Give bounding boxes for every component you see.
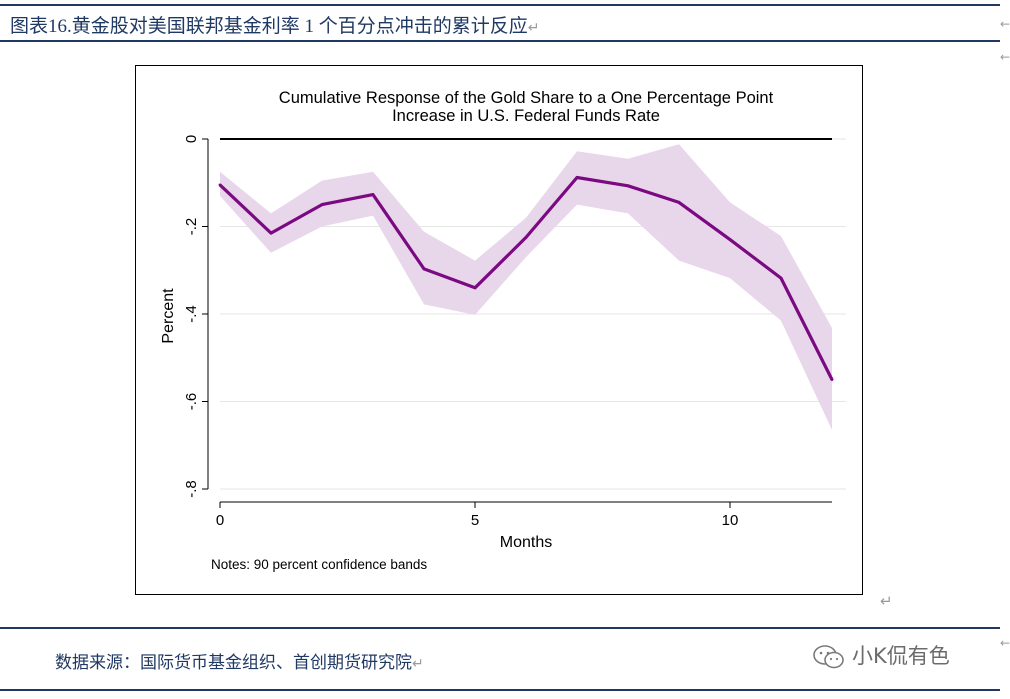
wechat-icon xyxy=(813,645,844,669)
y-tick-label: 0 xyxy=(183,135,200,143)
data-point-month-1 xyxy=(269,231,273,235)
data-point-month-6 xyxy=(524,236,528,239)
data-point-month-9 xyxy=(677,201,681,204)
data-point-month-11 xyxy=(779,276,783,280)
chart-svg: Cumulative Response of the Gold Share to… xyxy=(160,89,846,572)
chart-title-line-2: Increase in U.S. Federal Funds Rate xyxy=(392,107,660,125)
y-tick-label: -.8 xyxy=(183,480,200,498)
response-line-layer xyxy=(218,175,834,382)
data-point-month-2 xyxy=(320,203,324,207)
y-tick-label: -.2 xyxy=(183,218,200,236)
data-point-month-7 xyxy=(575,176,579,179)
watermark-text: 小K侃有色 xyxy=(852,644,950,668)
y-ticks: 0 -.2 -.4 -.6 -.8 xyxy=(183,135,208,498)
data-point-month-5 xyxy=(473,286,477,290)
x-tick-label: 0 xyxy=(216,512,224,529)
edge-arrow-icon: ← xyxy=(1000,17,1010,31)
data-point-month-8 xyxy=(626,184,630,188)
data-source-text: 数据来源：国际货币基金组织、首创期货研究院 xyxy=(55,653,412,672)
source-top-rule xyxy=(0,627,1000,629)
x-tick-label: 10 xyxy=(722,512,739,529)
return-mark-icon: ↵ xyxy=(880,592,893,610)
confidence-band-layer xyxy=(220,144,832,430)
edge-arrow-icon: ← xyxy=(1000,636,1010,650)
data-point-month-0 xyxy=(218,183,222,187)
chart-panel: Cumulative Response of the Gold Share to… xyxy=(135,65,863,595)
data-point-month-12 xyxy=(830,378,834,382)
return-mark-icon: ↵ xyxy=(527,20,540,36)
watermark: 小K侃有色 xyxy=(812,640,950,670)
y-axis-label: Percent xyxy=(160,288,177,344)
data-point-month-10 xyxy=(728,238,732,242)
bottom-rule xyxy=(0,689,1000,691)
title-underline xyxy=(0,40,1000,42)
top-rule xyxy=(0,4,1000,6)
figure-title: 图表16.黄金股对美国联邦基金利率 1 个百分点冲击的累计反应↵ xyxy=(10,11,540,38)
data-source-note: 数据来源：国际货币基金组织、首创期货研究院↵ xyxy=(55,648,424,673)
x-ticks: 0 5 10 xyxy=(216,502,739,529)
y-tick-label: -.4 xyxy=(183,305,200,323)
x-tick-label: 5 xyxy=(471,512,479,529)
figure-title-text: 图表16.黄金股对美国联邦基金利率 1 个百分点冲击的累计反应 xyxy=(10,16,528,37)
y-tick-label: -.6 xyxy=(183,393,200,411)
edge-arrow-icon: ← xyxy=(1000,50,1010,64)
data-point-month-4 xyxy=(422,267,426,271)
return-mark-icon: ↵ xyxy=(412,656,424,672)
data-point-month-3 xyxy=(371,193,375,196)
chart-note: Notes: 90 percent confidence bands xyxy=(211,557,427,572)
chart-title-line-1: Cumulative Response of the Gold Share to… xyxy=(279,89,774,107)
confidence-band xyxy=(220,144,832,430)
x-axis-label: Months xyxy=(500,534,552,551)
